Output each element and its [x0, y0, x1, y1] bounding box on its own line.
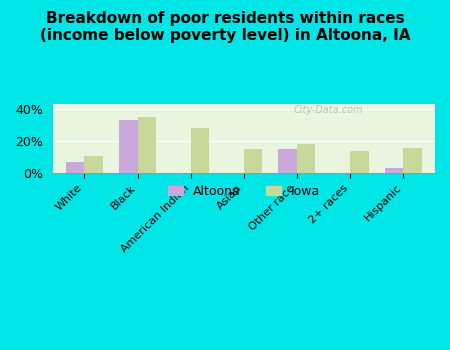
Text: Breakdown of poor residents within races
(income below poverty level) in Altoona: Breakdown of poor residents within races…	[40, 10, 410, 43]
Text: City-Data.com: City-Data.com	[293, 105, 363, 115]
Bar	[297, 144, 315, 173]
Bar	[350, 151, 369, 173]
Bar	[403, 148, 422, 173]
Bar	[385, 168, 403, 173]
Bar	[191, 128, 209, 173]
Bar	[278, 149, 297, 173]
Bar	[85, 155, 103, 173]
Bar	[66, 162, 85, 173]
Legend: Altoona, Iowa: Altoona, Iowa	[163, 180, 325, 203]
Bar	[119, 120, 138, 173]
Bar	[244, 149, 262, 173]
Bar	[138, 117, 156, 173]
